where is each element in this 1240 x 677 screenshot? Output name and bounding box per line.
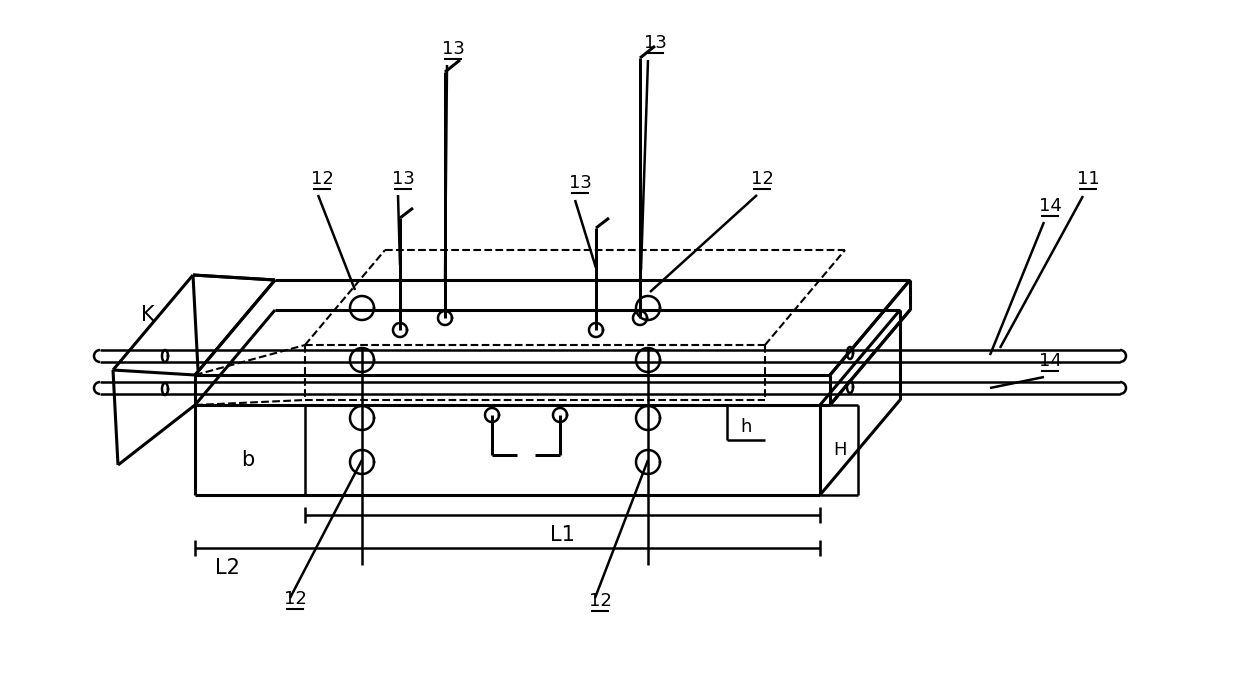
Text: h: h xyxy=(740,418,751,436)
Text: 13: 13 xyxy=(644,34,666,52)
Text: 12: 12 xyxy=(589,592,611,610)
Text: L1: L1 xyxy=(549,525,574,545)
Text: 14: 14 xyxy=(1039,352,1061,370)
Text: H: H xyxy=(833,441,847,459)
Text: 13: 13 xyxy=(392,170,414,188)
Text: L2: L2 xyxy=(215,558,239,578)
Text: 13: 13 xyxy=(569,174,591,192)
Text: 11: 11 xyxy=(1076,170,1100,188)
Text: 12: 12 xyxy=(750,170,774,188)
Text: b: b xyxy=(242,450,254,470)
Text: 12: 12 xyxy=(310,170,334,188)
Text: 14: 14 xyxy=(1039,197,1061,215)
Text: 12: 12 xyxy=(284,590,306,608)
Text: 13: 13 xyxy=(441,40,465,58)
Text: K: K xyxy=(141,305,155,325)
